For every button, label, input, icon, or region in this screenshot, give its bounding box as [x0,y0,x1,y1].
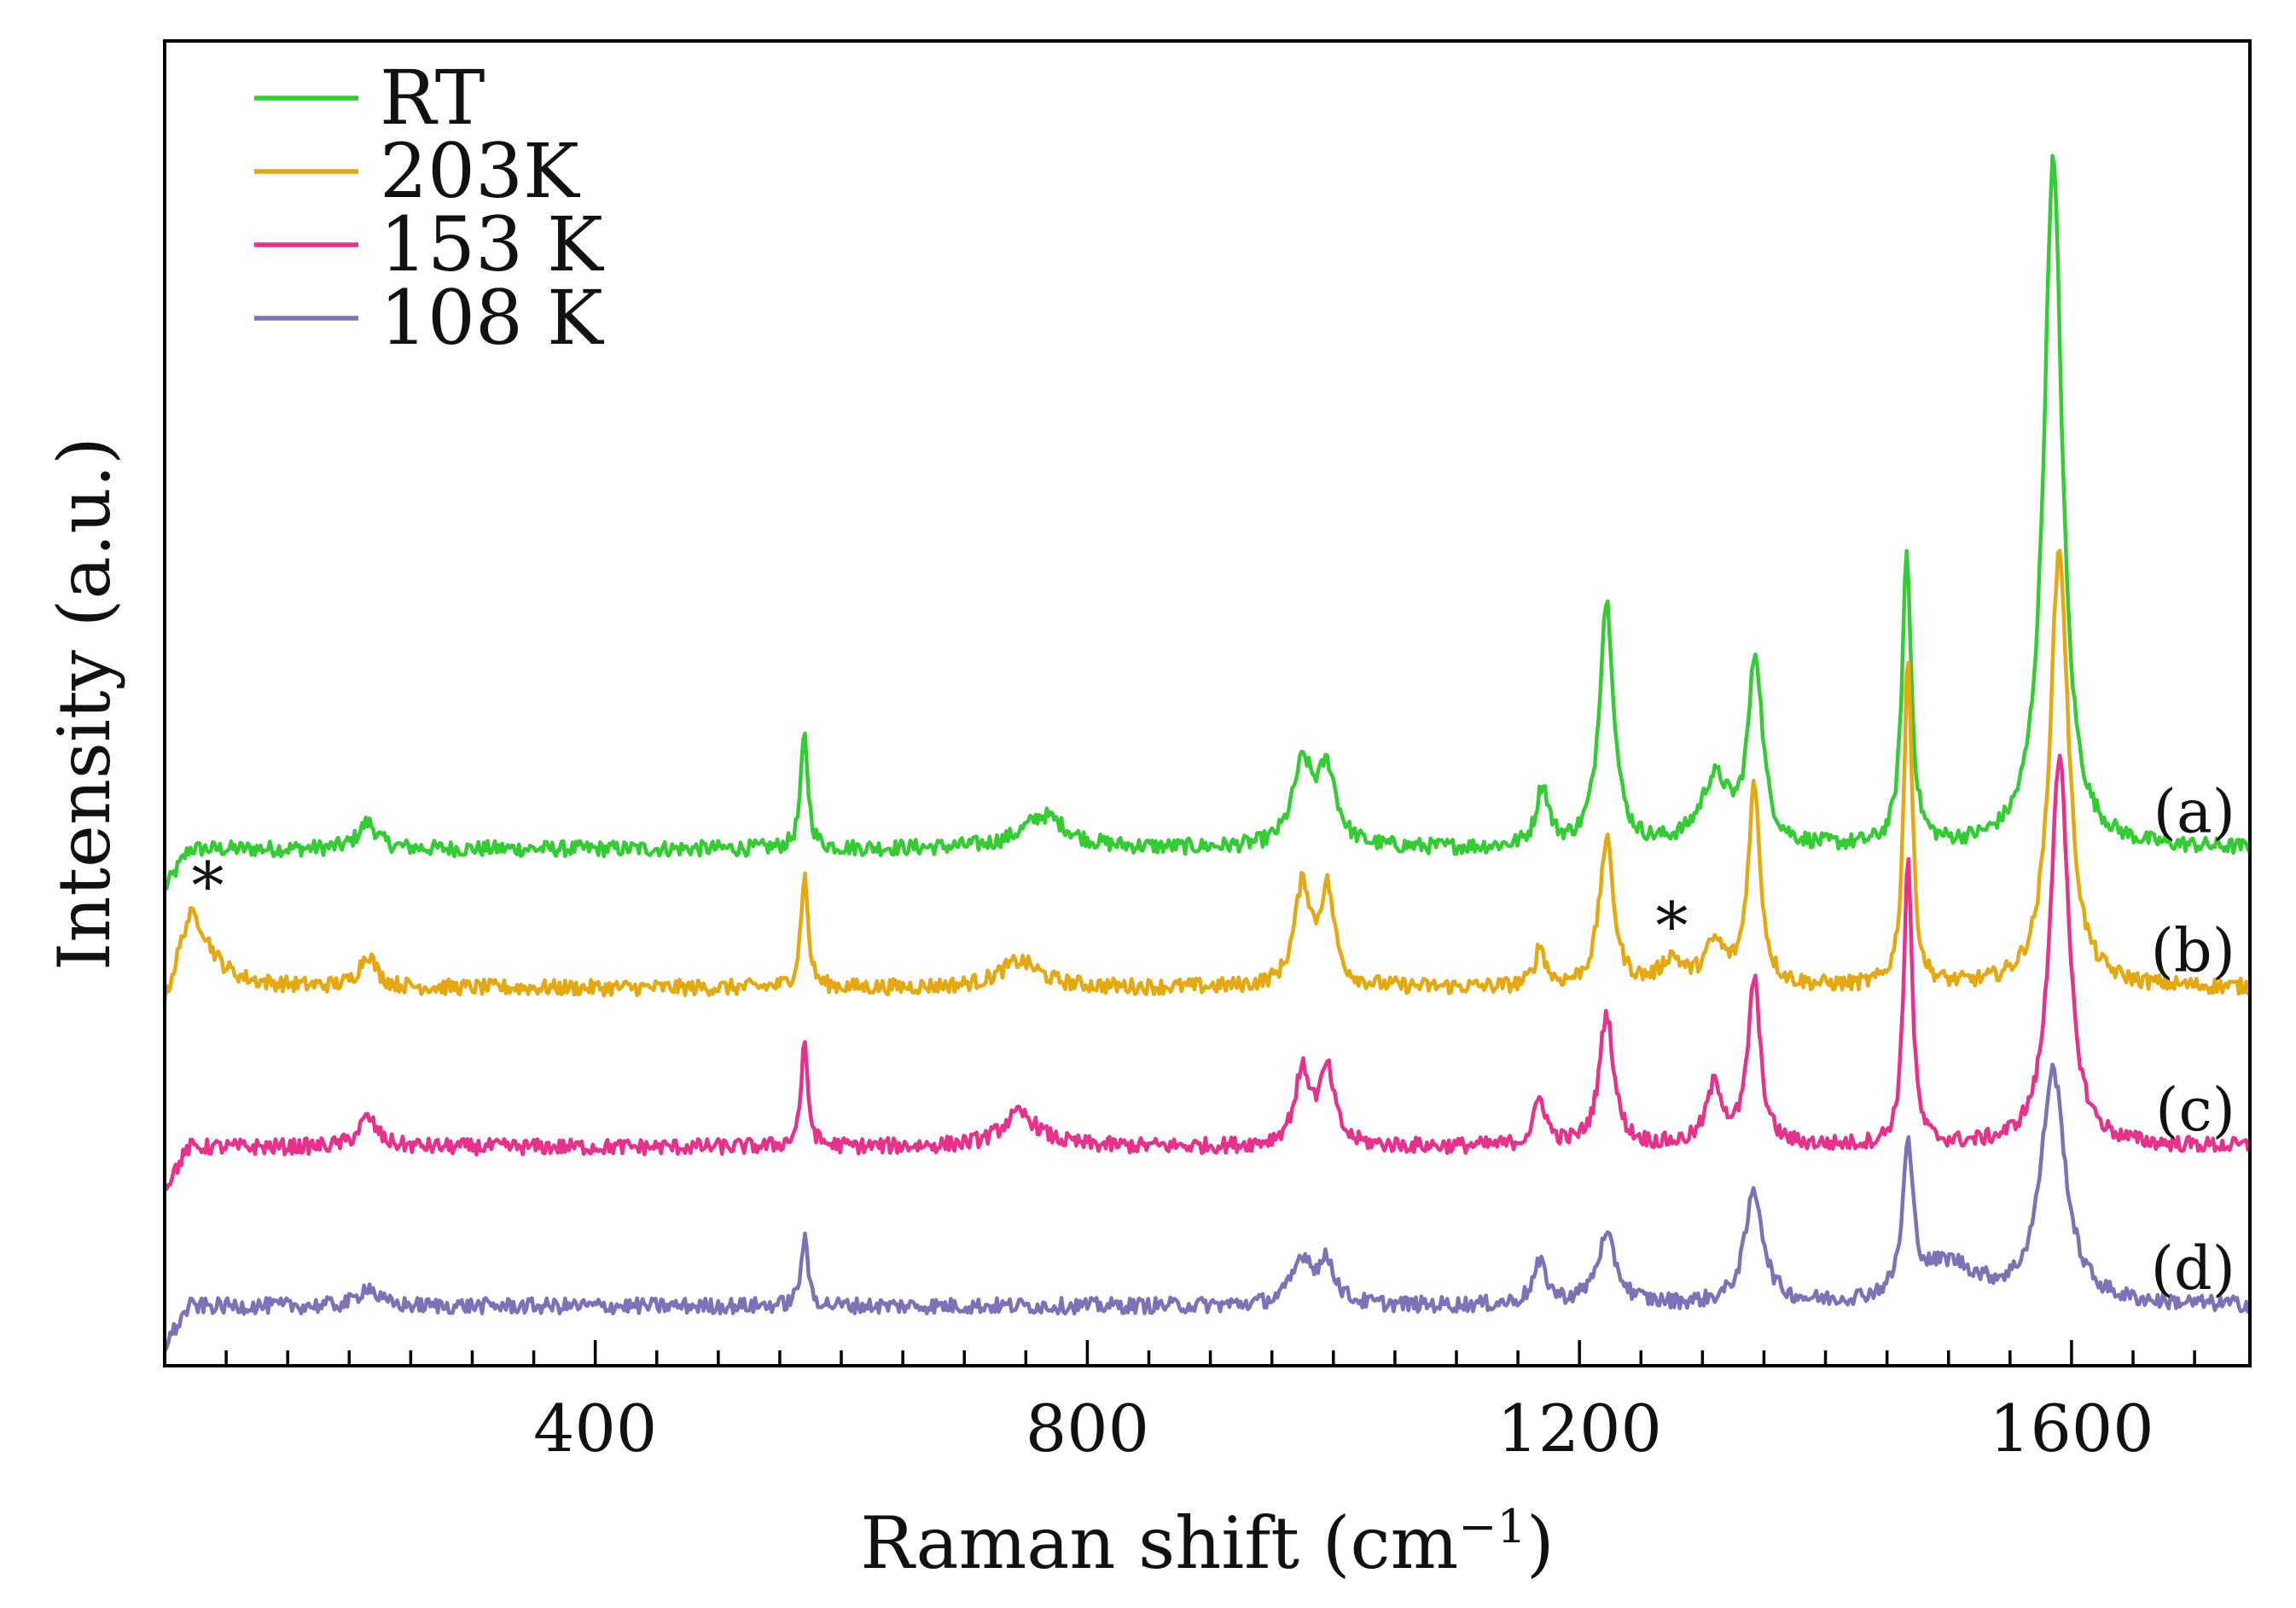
x-axis-title: Raman shift (cm−1) [860,1500,1554,1585]
trace-label-1: (a) [2154,776,2235,846]
asterisk-annotation-1: * [191,848,224,924]
trace-3 [162,753,2252,1192]
legend-label-1: RT [380,54,485,142]
legend-label-4: 108 K [380,274,605,362]
trace-1 [163,154,2252,891]
x-tick-label-1600: 1600 [1989,1390,2154,1466]
spectrum-traces [162,154,2252,1353]
trace-label-4: (d) [2151,1234,2235,1303]
trace-4 [163,1062,2252,1353]
x-axis-title-superscript: −1 [1458,1500,1526,1553]
x-tick-label-1200: 1200 [1497,1390,1661,1466]
legend-label-3: 153 K [380,200,605,288]
trace-label-2: (b) [2151,915,2235,985]
x-axis-ticks [163,1340,2196,1366]
peak-annotations: ** [191,848,1688,964]
y-axis-title: Intensity (a.u.) [43,437,126,971]
x-tick-label-400: 400 [533,1390,657,1466]
legend-label-2: 203K [380,127,581,215]
plot-frame [163,39,2252,1367]
asterisk-annotation-2: * [1655,888,1688,964]
x-tick-label-800: 800 [1026,1390,1149,1466]
trace-labels: (a) (b) (c) (d) [2151,776,2235,1303]
trace-label-3: (c) [2155,1075,2235,1145]
x-axis-tick-labels: 400 800 1200 1600 [533,1390,2154,1466]
trace-2 [162,549,2251,1002]
